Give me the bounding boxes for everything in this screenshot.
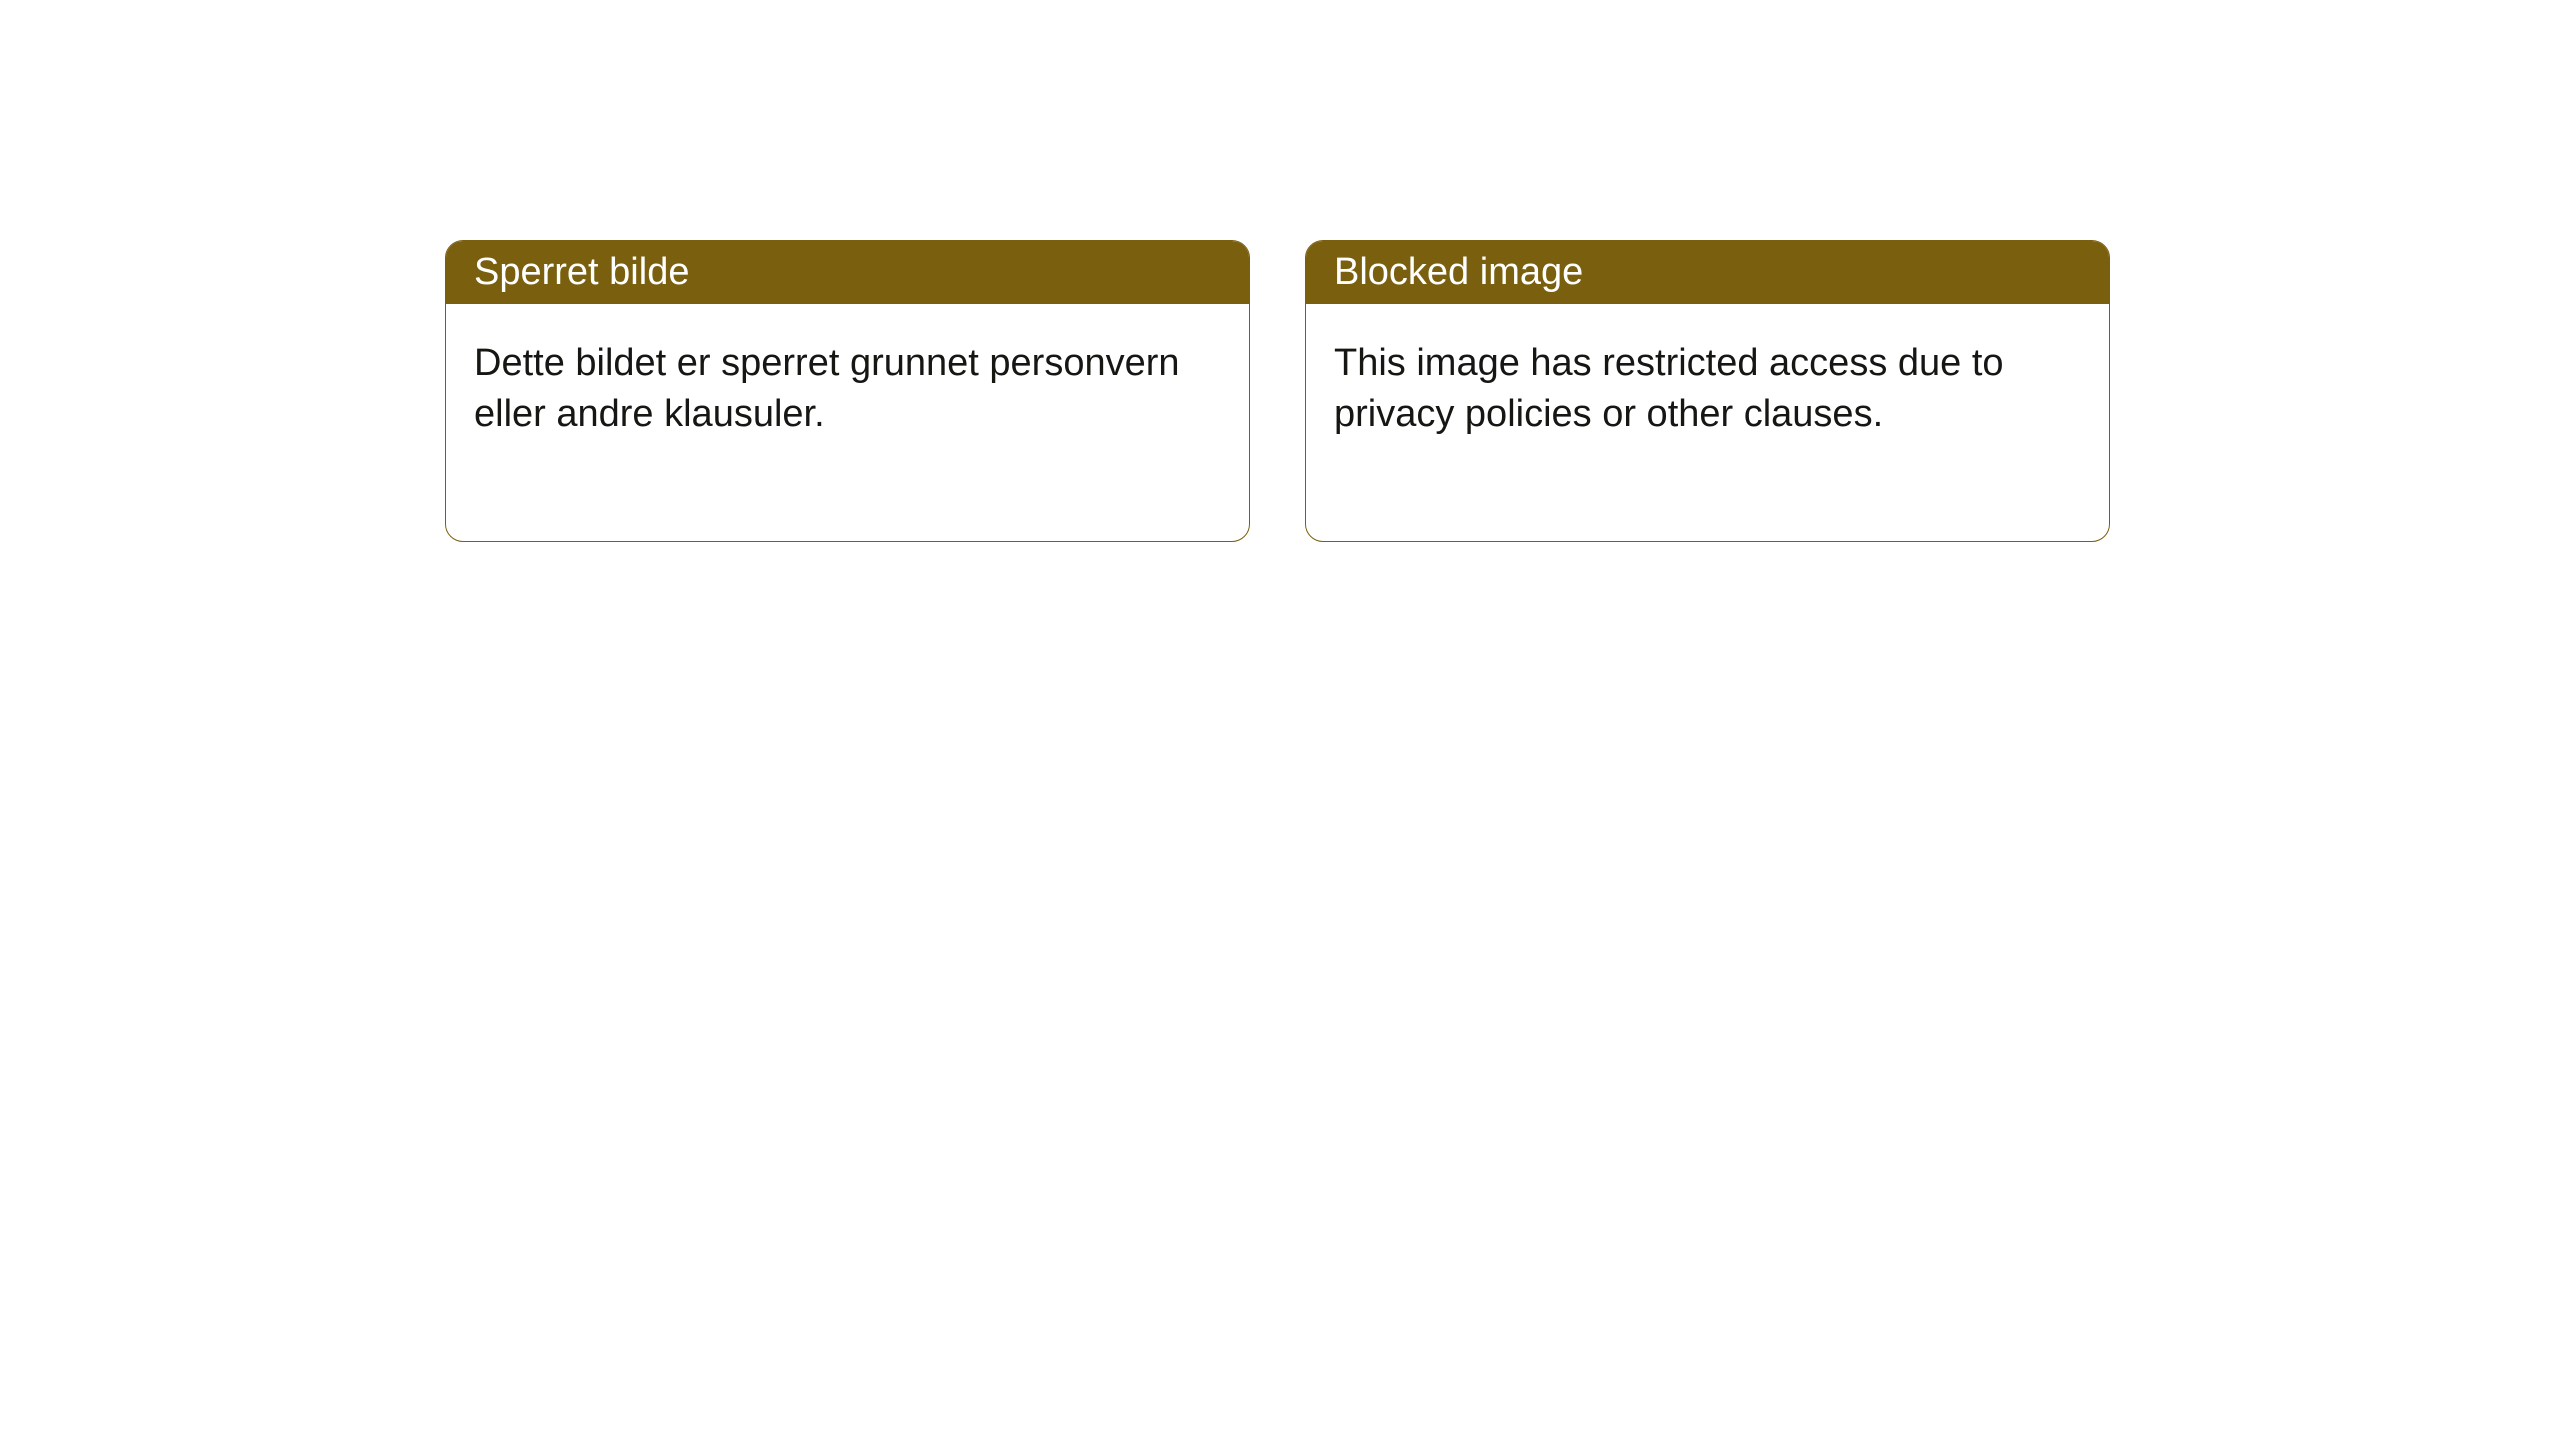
cards-container: Sperret bilde Dette bildet er sperret gr… bbox=[445, 240, 2110, 542]
card-body-english: This image has restricted access due to … bbox=[1306, 304, 2109, 541]
card-blocked-norwegian: Sperret bilde Dette bildet er sperret gr… bbox=[445, 240, 1250, 542]
card-title-english: Blocked image bbox=[1334, 251, 1583, 293]
card-body-text-english: This image has restricted access due to … bbox=[1334, 342, 2004, 435]
card-body-text-norwegian: Dette bildet er sperret grunnet personve… bbox=[474, 342, 1180, 435]
card-blocked-english: Blocked image This image has restricted … bbox=[1305, 240, 2110, 542]
card-header-english: Blocked image bbox=[1306, 241, 2109, 304]
card-header-norwegian: Sperret bilde bbox=[446, 241, 1249, 304]
card-title-norwegian: Sperret bilde bbox=[474, 251, 689, 293]
card-body-norwegian: Dette bildet er sperret grunnet personve… bbox=[446, 304, 1249, 541]
